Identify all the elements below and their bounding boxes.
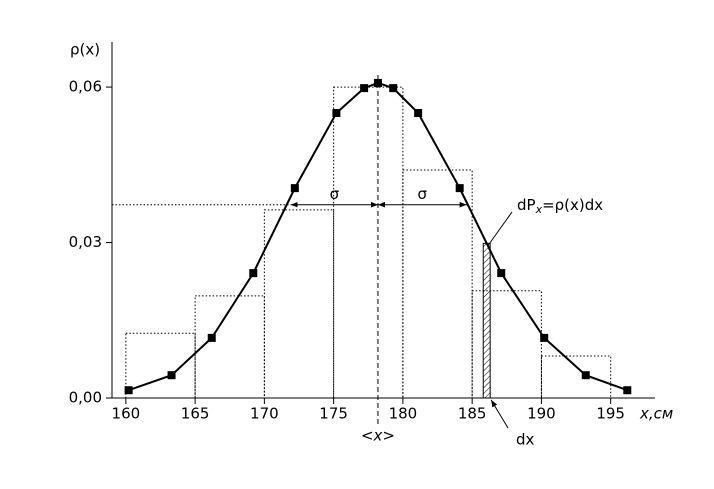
histogram-bar [125,332,196,399]
density-main: dP [517,196,536,214]
point [455,184,464,193]
y-tick-label: 0,00 [69,389,102,407]
histogram-bar [263,209,335,399]
dx-strip [482,242,491,399]
point [414,108,423,117]
density-sub: x [535,203,543,216]
sigma-label: σ [330,185,340,203]
point [389,84,398,93]
y-axis-label: ρ(x) [70,41,100,59]
point [360,84,369,93]
density-pointer [487,211,513,246]
x-tick-label: 165 [181,405,210,423]
x-tick-label: 180 [389,405,418,423]
x-tick-label: 175 [319,405,348,423]
histogram-bar [402,169,473,399]
point [623,386,632,395]
point [290,184,299,193]
x-tick-label: 185 [458,405,487,423]
dx-label: dx [516,431,535,449]
point [207,333,216,342]
point [581,371,590,380]
histogram-bar [471,290,542,399]
x-tick-label: 160 [112,405,141,423]
dx-pointer [490,399,509,429]
x-tick-label: 195 [596,405,625,423]
density-rest: =ρ(x)dx [542,196,603,214]
histogram-bar [333,86,404,399]
density-label: dPx=ρ(x)dx [517,196,603,217]
point [167,371,176,380]
mean-label: <x> [361,427,395,445]
point [497,269,506,278]
point [373,78,382,87]
histogram-bar [540,355,612,399]
point [332,108,341,117]
x-axis-label: x,см [639,405,673,423]
point [249,269,258,278]
y-tick-label: 0,06 [69,78,102,96]
y-tick-label: 0,03 [69,233,102,251]
sigma-label: σ [418,185,428,203]
x-tick-label: 170 [250,405,279,423]
point [124,386,133,395]
point [540,333,549,342]
x-tick-label: 190 [527,405,556,423]
histogram-bar [194,295,265,399]
